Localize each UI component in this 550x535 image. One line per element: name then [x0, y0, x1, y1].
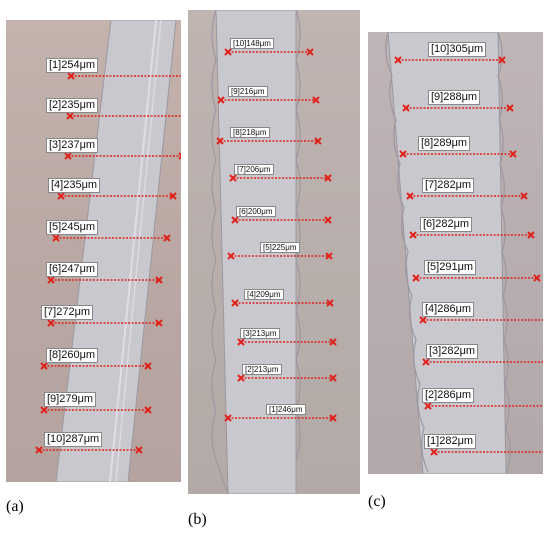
measurement-endpoint	[135, 446, 143, 454]
measurement-label: [1]282μm	[424, 434, 477, 449]
caption-c: (c)	[368, 493, 386, 510]
measurement-label: [10]287μm	[44, 432, 103, 447]
measurement-endpoint	[419, 316, 427, 324]
measurement-endpoint	[231, 216, 239, 224]
measurement-label: [3]282μm	[426, 344, 479, 359]
measurement-endpoint	[409, 231, 417, 239]
measurement-endpoint	[326, 299, 334, 307]
measurement-endpoint	[35, 446, 43, 454]
measurement-label: [3]213μm	[240, 328, 280, 340]
measurement-label: [8]218μm	[230, 127, 270, 139]
measurement-label: [7]282μm	[422, 178, 475, 193]
measurement-label: [7]272μm	[41, 305, 94, 320]
measurement-endpoint	[506, 104, 514, 112]
measurement-endpoint	[224, 48, 232, 56]
measurement-endpoint	[178, 152, 181, 160]
measurement-endpoint	[402, 104, 410, 112]
measurement-endpoint	[394, 56, 402, 64]
measurement-endpoint	[231, 299, 239, 307]
measurement-endpoint	[237, 374, 245, 382]
measurement-endpoint	[430, 448, 438, 456]
measurement-endpoint	[47, 319, 55, 327]
measurement-endpoint	[399, 150, 407, 158]
measurement-lines-b	[216, 48, 337, 422]
measurement-label: [1]246μm	[266, 404, 306, 416]
measurement-label: [7]206μm	[234, 164, 274, 176]
measurement-label: [5]245μm	[46, 220, 99, 235]
measurement-endpoint	[527, 231, 535, 239]
measurement-label: [5]225μm	[260, 242, 300, 254]
measurement-endpoint	[64, 152, 72, 160]
measurement-endpoint	[155, 276, 163, 284]
measurement-label: [4]235μm	[48, 178, 101, 193]
measurement-endpoint	[422, 358, 430, 366]
measurement-endpoint	[217, 96, 225, 104]
measurement-label: [6]200μm	[236, 206, 276, 218]
specimen-strip-c	[385, 32, 511, 474]
measurement-endpoint	[412, 274, 420, 282]
caption-a: (a)	[6, 498, 24, 515]
measurement-endpoint	[144, 362, 152, 370]
measurement-endpoint	[67, 72, 75, 80]
measurement-endpoint	[406, 192, 414, 200]
measurement-label: [4]209μm	[244, 289, 284, 301]
measurement-endpoint	[227, 252, 235, 260]
measurement-endpoint	[324, 174, 332, 182]
measurement-endpoint	[306, 48, 314, 56]
measurement-label: [6]282μm	[420, 217, 473, 232]
micrograph-panel-b: [10]148μm [9]216μm [8]218μm [7]206μm [6]200μ…	[188, 10, 360, 494]
measurement-endpoint	[424, 402, 432, 410]
measurement-endpoint	[163, 234, 171, 242]
measurement-endpoint	[329, 338, 337, 346]
measurement-endpoint	[47, 276, 55, 284]
measurement-label: [5]291μm	[424, 260, 477, 275]
measurement-lines-c	[394, 56, 543, 456]
measurement-label: [6]247μm	[46, 262, 99, 277]
measurement-label: [2]235μm	[46, 98, 99, 113]
measurement-label: [8]289μm	[418, 136, 471, 151]
measurement-endpoint	[498, 56, 506, 64]
measurement-endpoint	[324, 216, 332, 224]
measurement-label: [4]286μm	[422, 302, 475, 317]
measurement-label: [3]237μm	[46, 138, 99, 153]
measurement-endpoint	[520, 192, 528, 200]
measurement-label: [10]305μm	[428, 42, 487, 57]
measurement-label: [9]288μm	[428, 90, 481, 105]
measurement-endpoint	[329, 374, 337, 382]
measurement-endpoint	[52, 234, 60, 242]
measurement-label: [2]213μm	[242, 364, 282, 376]
measurement-endpoint	[155, 319, 163, 327]
measurement-lines-a	[35, 72, 181, 454]
micrograph-panel-a: [1]254μm [2]235μm [3]237μm [4]235μm [5]245μm…	[6, 20, 181, 482]
measurement-endpoint	[224, 414, 232, 422]
measurement-endpoint	[237, 338, 245, 346]
measurement-label: [9]216μm	[228, 86, 268, 98]
measurement-endpoint	[229, 174, 237, 182]
measurement-endpoint	[533, 274, 541, 282]
measurement-endpoint	[216, 137, 224, 145]
measurement-label: [2]286μm	[422, 388, 475, 403]
measurement-endpoint	[312, 96, 320, 104]
measurement-label: [1]254μm	[46, 58, 99, 73]
measurement-endpoint	[314, 137, 322, 145]
measurement-endpoint	[169, 192, 177, 200]
measurement-endpoint	[509, 150, 517, 158]
measurement-endpoint	[325, 252, 333, 260]
measurement-endpoint	[144, 406, 152, 414]
measurement-endpoint	[57, 192, 65, 200]
measurement-label: [10]148μm	[230, 38, 274, 50]
measurement-label: [8]260μm	[46, 348, 99, 363]
micrograph-panel-c: [10]305μm [9]288μm [8]289μm [7]282μm [6]282μ…	[368, 32, 543, 474]
measurement-label: [9]279μm	[44, 392, 97, 407]
measurement-endpoint	[329, 414, 337, 422]
measurement-endpoint	[40, 406, 48, 414]
measurement-endpoint	[66, 112, 74, 120]
caption-b: (b)	[188, 511, 207, 528]
measurement-endpoint	[40, 362, 48, 370]
